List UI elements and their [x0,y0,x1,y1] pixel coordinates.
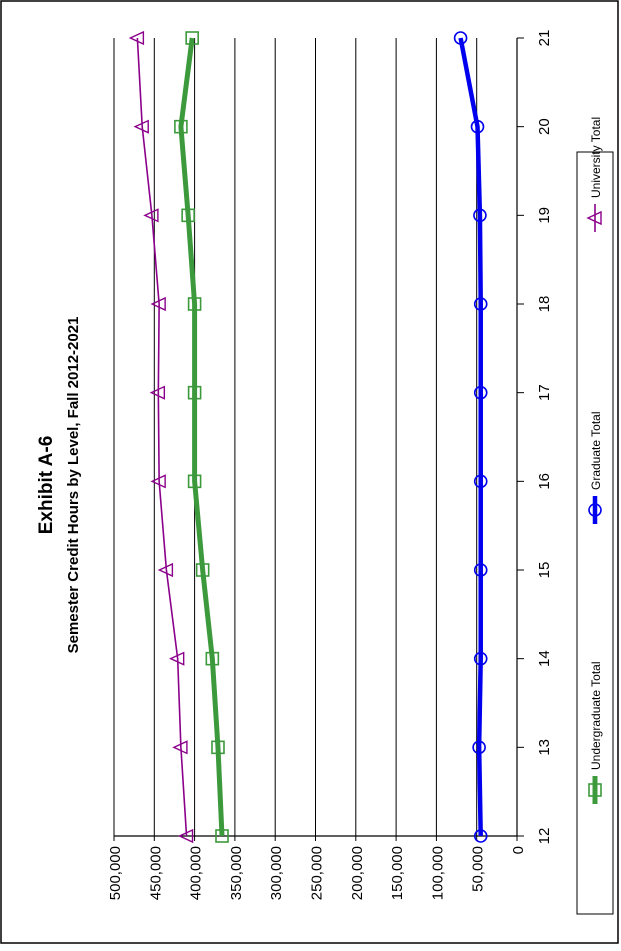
data-point [470,119,485,134]
legend: Undergraduate Total Graduate Total Univers… [576,117,614,915]
data-point [195,563,210,577]
data-point [150,296,166,312]
value-axis-ticks: 0 50,000 100,000 150,000 200,000 250,000 300,0… [107,836,527,900]
legend-swatch-marker [588,783,602,797]
category-tick-label: 14 [536,650,553,667]
category-tick-label: 16 [536,473,553,490]
data-point [473,563,488,577]
category-tick-label: 13 [536,739,553,756]
data-point [205,651,220,666]
category-tick-label: 19 [536,207,553,224]
legend-label: Graduate Total [589,412,603,491]
value-tick-label: 500,000 [107,846,124,900]
data-point [181,208,195,223]
data-point [174,119,188,134]
data-point [473,208,487,223]
data-point [143,208,159,223]
series-triangle [128,30,194,844]
value-tick-label: 50,000 [470,846,487,892]
series-line [178,37,225,837]
data-point [473,297,488,311]
grid-lines [113,38,478,836]
value-tick-label: 0 [510,846,527,854]
chart-title: Exhibit A-6 [36,436,57,535]
category-tick-label: 12 [536,828,553,845]
chart-subtitle: Semester Credit Hours by Level, Fall 201… [65,317,82,654]
data-point [472,740,486,755]
legend-swatch-marker [586,210,602,226]
data-point [177,828,194,844]
data-point [187,385,202,400]
value-tick-label: 400,000 [188,846,205,900]
category-axis-ticks: 12 13 14 15 16 17 18 19 20 21 [517,30,553,845]
data-point [211,740,225,755]
category-tick-label: 15 [536,562,553,579]
category-tick-label: 18 [536,296,553,313]
series-line [458,37,483,837]
value-tick-label: 200,000 [349,846,366,900]
data-point [187,474,202,489]
legend-label: University Total [589,117,603,198]
category-tick-label: 17 [536,384,553,401]
value-tick-label: 300,000 [268,846,285,900]
legend-label: Undergraduate Total [589,661,603,770]
data-point [133,119,149,134]
data-point [473,474,488,489]
series-group [128,30,488,844]
series-square [174,31,229,843]
data-point [185,31,199,45]
data-point [150,474,166,489]
data-point [215,829,229,843]
data-point [473,651,488,666]
data-point [149,385,166,400]
series-line [136,37,188,837]
category-tick-label: 20 [536,118,553,135]
data-point [473,385,488,400]
value-tick-label: 150,000 [389,846,406,900]
data-point [169,651,185,666]
category-tick-label: 21 [536,30,553,47]
data-point [172,740,188,755]
value-tick-label: 250,000 [309,846,326,900]
data-point [187,297,202,311]
value-tick-label: 450,000 [147,846,164,900]
value-tick-label: 350,000 [228,846,245,900]
data-point [453,31,468,45]
legend-swatch-marker [588,503,602,517]
data-point [157,562,174,578]
data-point [128,30,145,46]
value-tick-label: 100,000 [429,846,446,900]
data-point [473,829,488,843]
series-circle [453,31,488,843]
